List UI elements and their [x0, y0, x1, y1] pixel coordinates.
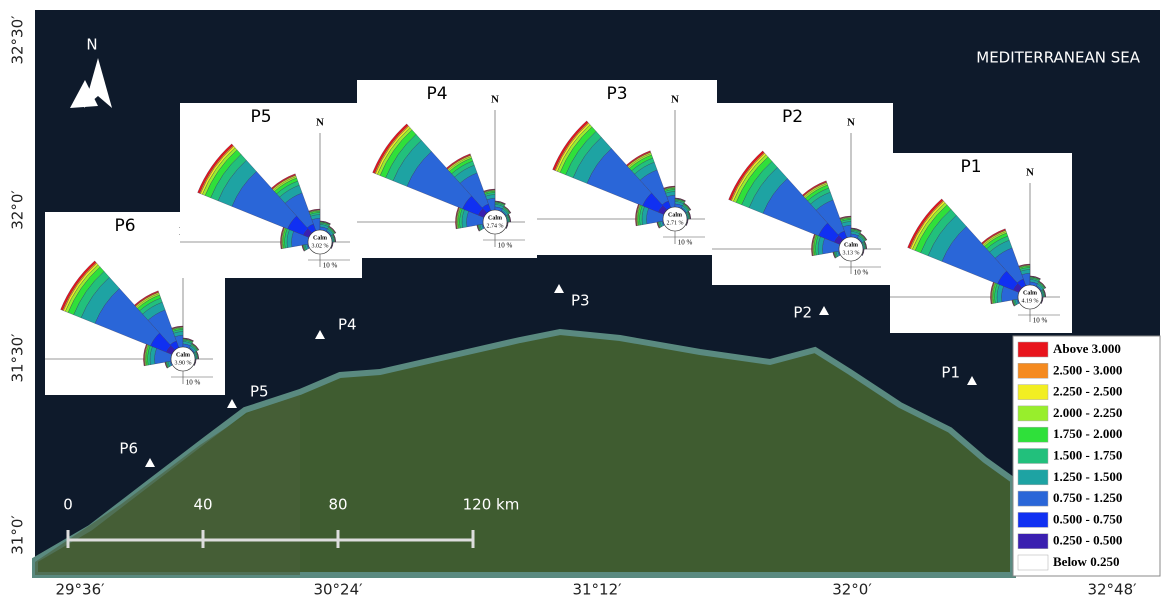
lon-label: 31°12′ [572, 581, 622, 599]
legend-label: 1.750 - 2.000 [1053, 426, 1122, 441]
calm-circle [839, 237, 863, 261]
calm-label: Calm [313, 235, 327, 241]
north-label: N [86, 36, 97, 54]
sea-label: MEDITERRANEAN SEA [976, 49, 1140, 67]
wave-rose: Calm 4.19 % 10 % N P1 [890, 153, 1072, 333]
legend: Above 3.000 2.500 - 3.000 2.250 - 2.500 2.0… [1013, 336, 1160, 576]
legend-swatch [1018, 406, 1048, 421]
station-label: P3 [571, 292, 590, 310]
lat-label: 32°30′ [9, 15, 27, 65]
rose-scale-label: 10 % [186, 379, 201, 387]
calm-value: 3.02 % [312, 243, 329, 249]
legend-label: 0.750 - 1.250 [1053, 490, 1122, 505]
station-label: P1 [941, 364, 960, 382]
rose-scale-label: 10 % [323, 262, 338, 270]
scale-label: 0 [63, 496, 73, 514]
rose-title: P4 [426, 84, 447, 104]
wave-rose: Calm 3.02 % 10 % N P5 [180, 103, 362, 278]
legend-swatch [1018, 449, 1048, 464]
rose-north: N [491, 94, 499, 106]
legend-label: 2.500 - 3.000 [1053, 362, 1122, 377]
legend-swatch [1018, 555, 1048, 570]
rose-scale-label: 10 % [1033, 317, 1048, 325]
calm-label: Calm [176, 352, 190, 358]
legend-swatch [1018, 534, 1048, 549]
rose-scale-label: 10 % [854, 269, 869, 277]
legend-label: 0.250 - 0.500 [1053, 533, 1122, 548]
legend-swatch [1018, 342, 1048, 357]
legend-label: 0.500 - 0.750 [1053, 511, 1122, 526]
legend-label: 2.250 - 2.500 [1053, 384, 1122, 399]
station-label: P2 [793, 304, 812, 322]
wave-rose: Calm 2.74 % 10 % N P4 [357, 80, 537, 258]
calm-circle [1018, 285, 1042, 309]
station-label: P4 [338, 316, 357, 334]
calm-value: 2.74 % [487, 223, 504, 229]
station-label: P6 [119, 440, 138, 458]
rose-north: N [316, 117, 324, 129]
lat-label: 31°30′ [9, 333, 27, 383]
rose-scale-label: 10 % [678, 239, 693, 247]
lon-label: 30°24′ [313, 581, 363, 599]
scale-label: 80 [328, 496, 347, 514]
scale-label: 120 km [463, 496, 520, 514]
rose-scale-label: 10 % [498, 242, 513, 250]
rose-title: P2 [782, 107, 803, 127]
calm-circle [171, 347, 195, 371]
map: N MEDITERRANEAN SEA 0 40 80 120 km P1 P2 P3 P4… [0, 0, 1164, 599]
rose-north: N [847, 117, 855, 129]
lat-label: 31°0′ [9, 515, 27, 555]
calm-label: Calm [668, 212, 682, 218]
legend-label: Below 0.250 [1053, 554, 1119, 569]
rose-title: P1 [960, 157, 981, 177]
lat-label: 32°0′ [9, 190, 27, 230]
lon-label: 29°36′ [55, 581, 105, 599]
wave-rose: Calm 3.13 % 10 % N P2 [712, 103, 893, 285]
wave-rose: Calm 2.71 % 10 % N P3 [537, 80, 717, 255]
calm-circle [483, 210, 507, 234]
calm-label: Calm [488, 215, 502, 221]
legend-swatch [1018, 363, 1048, 378]
calm-label: Calm [1023, 290, 1037, 296]
legend-swatch [1018, 427, 1048, 442]
legend-label: Above 3.000 [1053, 341, 1121, 356]
legend-swatch [1018, 512, 1048, 527]
legend-label: 1.250 - 1.500 [1053, 469, 1122, 484]
legend-swatch [1018, 491, 1048, 506]
legend-label: 1.500 - 1.750 [1053, 447, 1122, 462]
legend-label: 2.000 - 2.250 [1053, 405, 1122, 420]
calm-label: Calm [844, 242, 858, 248]
calm-value: 3.13 % [843, 250, 860, 256]
station-label: P5 [250, 383, 269, 401]
rose-north: N [671, 94, 679, 106]
scale-label: 40 [193, 496, 212, 514]
rose-title: P5 [250, 107, 271, 127]
lon-label: 32°0′ [832, 581, 872, 599]
calm-circle [308, 230, 332, 254]
calm-circle [663, 207, 687, 231]
calm-value: 3.90 % [175, 360, 192, 366]
legend-swatch [1018, 385, 1048, 400]
rose-title: P6 [114, 216, 135, 236]
calm-value: 2.71 % [667, 220, 684, 226]
rose-north: N [1026, 167, 1034, 179]
calm-value: 4.19 % [1022, 298, 1039, 304]
rose-title: P3 [606, 84, 627, 104]
legend-swatch [1018, 470, 1048, 485]
lon-label: 32°48′ [1087, 581, 1137, 599]
